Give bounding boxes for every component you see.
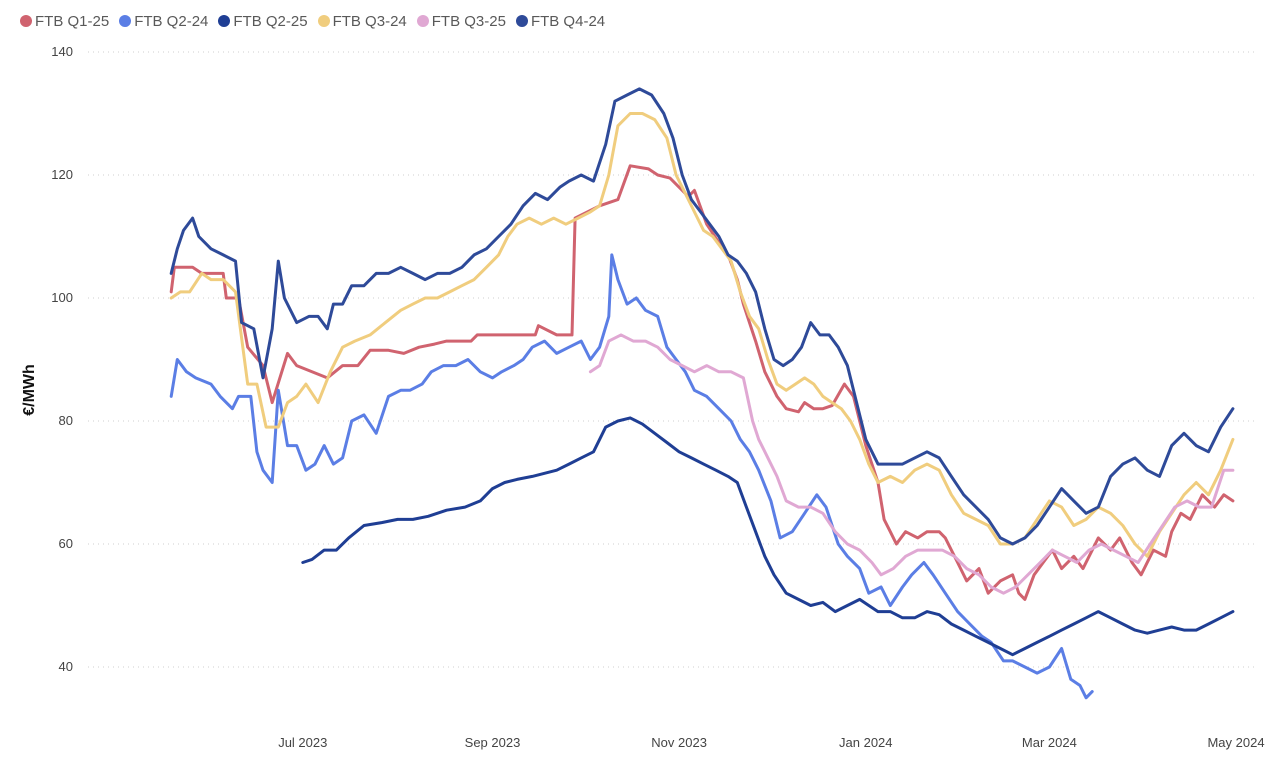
- legend-marker-icon: [20, 15, 32, 27]
- legend-label: FTB Q3-25: [431, 12, 506, 30]
- x-tick-label: Nov 2023: [651, 735, 707, 750]
- y-tick-label-80: 80: [59, 413, 73, 428]
- x-tick-label: Jan 2024: [839, 735, 893, 750]
- x-axis-ticks: Jul 2023 Sep 2023 Nov 2023 Jan 2024 Mar 2024…: [278, 735, 1264, 750]
- series-line-ftb-q2-24[interactable]: [169, 253, 1094, 700]
- legend-marker-icon: [416, 15, 429, 27]
- x-tick-label: Mar 2024: [1022, 735, 1077, 750]
- y-tick-label-140: 140: [51, 44, 73, 59]
- series-line-ftb-q3-24[interactable]: [169, 112, 1235, 558]
- x-tick-label: May 2024: [1207, 735, 1264, 750]
- legend-marker-icon: [119, 15, 132, 27]
- legend-marker-icon: [218, 15, 231, 27]
- series-line-ftb-q2-25[interactable]: [301, 416, 1235, 657]
- y-axis-label: €/MWh: [21, 364, 38, 416]
- legend-item[interactable]: FTB Q1-25: [20, 13, 109, 30]
- series-lines: [169, 87, 1235, 700]
- series-line-ftb-q4-24[interactable]: [169, 87, 1235, 546]
- series-line-ftb-q3-25[interactable]: [588, 333, 1235, 595]
- series-line-ftb-q1-25[interactable]: [169, 164, 1235, 601]
- y-tick-label-120: 120: [51, 167, 73, 182]
- chart-legend: FTB Q1-25 FTB Q2-24 FTB Q2-25 FTB Q3-24 FTB …: [20, 10, 605, 32]
- y-axis-ticks: 40 60 80 100 120 140: [51, 44, 73, 674]
- legend-item[interactable]: FTB Q2-24: [119, 13, 208, 30]
- legend-item[interactable]: FTB Q4-24: [515, 12, 606, 30]
- x-tick-label: Sep 2023: [465, 735, 521, 750]
- legend-label: FTB Q4-24: [530, 12, 606, 30]
- legend-label: FTB Q1-25: [35, 12, 110, 30]
- legend-item[interactable]: FTB Q3-24: [317, 12, 407, 30]
- legend-item[interactable]: FTB Q2-25: [218, 12, 308, 30]
- legend-marker-icon: [317, 15, 330, 27]
- legend-label: FTB Q2-25: [233, 12, 308, 30]
- legend-marker-icon: [515, 15, 528, 27]
- y-tick-label-40: 40: [59, 659, 73, 674]
- y-tick-label-100: 100: [51, 290, 73, 305]
- y-tick-label-60: 60: [59, 536, 73, 551]
- legend-item[interactable]: FTB Q3-25: [416, 12, 506, 30]
- legend-label: FTB Q2-24: [134, 12, 209, 30]
- legend-label: FTB Q3-24: [332, 12, 407, 30]
- x-tick-label: Jul 2023: [278, 735, 327, 750]
